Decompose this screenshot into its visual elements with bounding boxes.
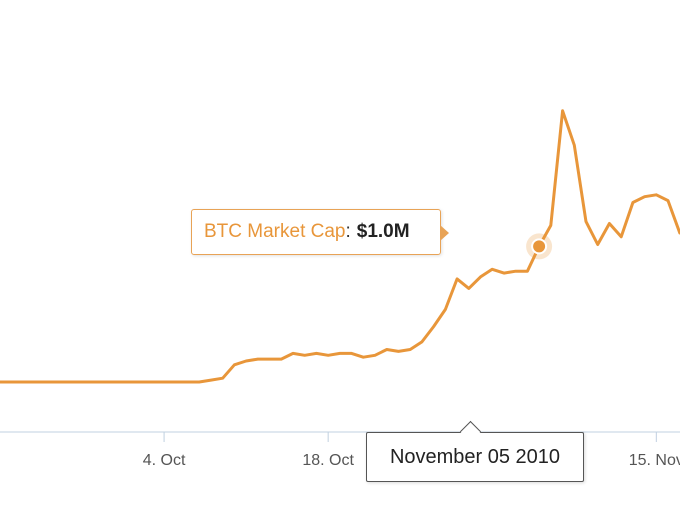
hover-point-marker[interactable] [531,238,548,255]
value-tooltip: BTC Market Cap : $1.0M [191,209,449,255]
tooltip-series-label: BTC Market Cap [204,221,346,242]
x-tick-label: 4. Oct [143,452,186,469]
tooltip-separator: : [345,221,351,242]
x-tick-label: 18. Oct [302,452,354,469]
x-tick-label: 15. Nov [629,452,680,469]
date-flag: November 05 2010 [366,432,584,482]
date-flag-text: November 05 2010 [389,445,561,468]
btc-market-cap-line[interactable] [0,109,680,384]
tooltip-value: $1.0M [356,221,410,242]
